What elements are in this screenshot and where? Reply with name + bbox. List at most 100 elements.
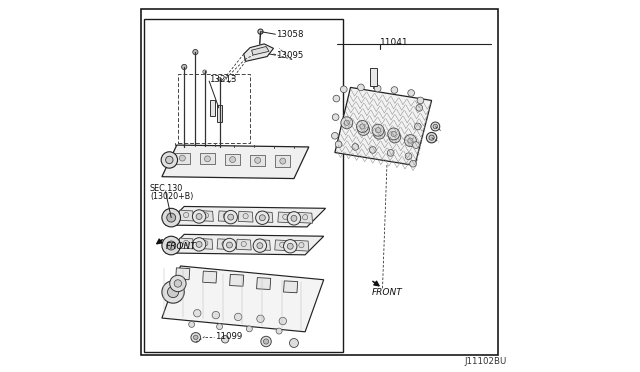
Circle shape xyxy=(193,238,206,251)
Text: 13095: 13095 xyxy=(276,51,303,60)
Circle shape xyxy=(404,135,417,147)
Circle shape xyxy=(255,157,260,163)
Bar xyxy=(175,153,190,164)
Circle shape xyxy=(212,311,220,319)
Circle shape xyxy=(241,241,246,247)
Circle shape xyxy=(261,336,271,347)
Bar xyxy=(275,155,291,167)
Circle shape xyxy=(372,124,384,136)
Circle shape xyxy=(416,105,422,111)
Circle shape xyxy=(369,147,376,153)
Polygon shape xyxy=(298,212,312,223)
Circle shape xyxy=(166,156,173,164)
Circle shape xyxy=(203,70,207,74)
Circle shape xyxy=(193,210,206,223)
Circle shape xyxy=(168,286,179,298)
Polygon shape xyxy=(179,210,193,221)
Text: 13058: 13058 xyxy=(276,30,303,39)
Circle shape xyxy=(335,141,342,148)
Circle shape xyxy=(191,333,200,342)
Circle shape xyxy=(167,241,175,250)
Text: J11102BU: J11102BU xyxy=(465,357,507,366)
Circle shape xyxy=(340,86,347,93)
Circle shape xyxy=(376,128,381,133)
Text: 13213: 13213 xyxy=(209,75,237,84)
Circle shape xyxy=(184,240,189,246)
Polygon shape xyxy=(218,211,233,222)
Circle shape xyxy=(257,243,263,248)
Circle shape xyxy=(289,339,298,347)
Circle shape xyxy=(388,128,399,140)
Circle shape xyxy=(189,321,195,327)
Circle shape xyxy=(333,95,340,102)
Circle shape xyxy=(291,215,297,221)
Circle shape xyxy=(227,242,232,248)
Circle shape xyxy=(259,215,266,221)
Circle shape xyxy=(228,214,234,220)
Circle shape xyxy=(174,280,182,287)
Circle shape xyxy=(224,211,237,224)
Circle shape xyxy=(361,127,366,132)
Circle shape xyxy=(222,241,227,246)
Circle shape xyxy=(332,132,338,139)
Bar xyxy=(217,105,222,122)
Circle shape xyxy=(205,156,211,162)
Circle shape xyxy=(287,243,293,249)
Circle shape xyxy=(280,158,286,164)
Circle shape xyxy=(358,84,364,91)
Polygon shape xyxy=(255,240,270,250)
Circle shape xyxy=(283,214,288,219)
Polygon shape xyxy=(162,145,309,179)
Circle shape xyxy=(264,339,269,344)
Polygon shape xyxy=(284,281,298,293)
Circle shape xyxy=(376,131,381,136)
Circle shape xyxy=(287,212,301,225)
Circle shape xyxy=(389,131,401,143)
Circle shape xyxy=(410,160,417,167)
Circle shape xyxy=(352,144,358,150)
Circle shape xyxy=(415,123,421,130)
Polygon shape xyxy=(217,239,232,250)
Circle shape xyxy=(391,87,397,93)
Circle shape xyxy=(182,64,187,70)
Circle shape xyxy=(193,49,198,55)
Circle shape xyxy=(196,214,202,219)
Circle shape xyxy=(405,153,412,160)
Polygon shape xyxy=(257,278,271,289)
Circle shape xyxy=(431,122,440,131)
Circle shape xyxy=(243,214,248,219)
Circle shape xyxy=(413,142,419,148)
Circle shape xyxy=(408,138,413,143)
Circle shape xyxy=(417,97,424,104)
Circle shape xyxy=(179,155,186,161)
Bar xyxy=(250,155,265,166)
Text: 11041: 11041 xyxy=(380,38,409,46)
Polygon shape xyxy=(252,46,269,55)
Polygon shape xyxy=(244,44,273,61)
Text: 11099: 11099 xyxy=(215,332,242,341)
Polygon shape xyxy=(258,212,273,222)
Circle shape xyxy=(284,240,297,253)
Circle shape xyxy=(429,135,434,140)
Bar xyxy=(209,100,215,116)
Circle shape xyxy=(196,241,202,247)
Bar xyxy=(178,74,250,143)
Circle shape xyxy=(356,121,369,132)
Circle shape xyxy=(246,326,252,332)
Polygon shape xyxy=(166,234,324,255)
Text: FRONT: FRONT xyxy=(166,242,196,251)
Circle shape xyxy=(218,77,221,81)
Polygon shape xyxy=(198,211,213,221)
Circle shape xyxy=(193,310,201,317)
Circle shape xyxy=(162,236,180,255)
Circle shape xyxy=(392,134,397,140)
Circle shape xyxy=(303,215,308,220)
Circle shape xyxy=(391,131,396,137)
Circle shape xyxy=(260,242,266,247)
Circle shape xyxy=(387,150,394,156)
Polygon shape xyxy=(275,240,290,251)
Circle shape xyxy=(167,213,175,222)
Text: (13020+B): (13020+B) xyxy=(150,192,193,201)
Circle shape xyxy=(223,238,236,252)
Polygon shape xyxy=(335,87,431,166)
